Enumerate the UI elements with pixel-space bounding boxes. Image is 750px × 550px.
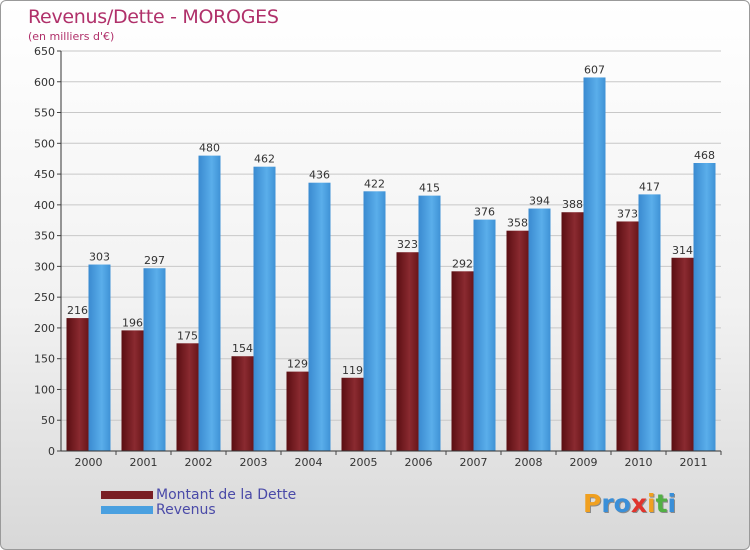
bar-dette [671,257,694,451]
x-tick-label: 2007 [460,456,488,469]
x-tick-label: 2011 [680,456,708,469]
bar-revenus [638,194,661,451]
logo-letter: i [647,489,656,518]
data-label-dette: 216 [67,304,88,317]
bar-dette [451,271,474,451]
y-tick-label: 650 [34,45,55,58]
bar-dette [341,377,364,451]
data-label-revenus: 303 [89,251,110,264]
data-label-revenus: 417 [639,180,660,193]
bar-dette [231,356,254,451]
bar-dette [66,318,89,451]
logo-letter: P [583,489,602,518]
legend-swatch-revenus [101,506,153,514]
y-tick-label: 150 [34,353,55,366]
data-label-dette: 323 [397,238,418,251]
labels-layer: 216 303 196 297 175 480 154 462 129 436 119 422 323 4… [67,63,715,376]
data-label-dette: 154 [232,342,253,355]
x-tick-label: 2002 [185,456,213,469]
data-label-dette: 119 [342,364,363,377]
legend-label-dette: Montant de la Dette [156,487,297,503]
logo-letter: o [613,489,631,518]
data-label-revenus: 480 [199,142,220,155]
data-label-revenus: 415 [419,182,440,195]
bar-dette [176,343,199,451]
bar-revenus [528,208,551,451]
y-tick-label: 450 [34,168,55,181]
chart-title: Revenus/Dette - MOROGES [28,6,279,28]
data-label-dette: 129 [287,358,308,371]
bar-revenus [143,268,166,451]
legend-swatch-dette [101,491,153,499]
y-tick-label: 100 [34,383,55,396]
y-tick-label: 250 [34,291,55,304]
bar-revenus [583,77,606,451]
bar-revenus [88,264,111,451]
bar-revenus [308,182,331,451]
data-label-dette: 175 [177,329,198,342]
x-tick-label: 2009 [570,456,598,469]
grid-layer [61,50,721,421]
bar-revenus [473,219,496,451]
logo-letter: r [601,489,614,518]
x-tick-label: 2003 [240,456,268,469]
y-tick-label: 600 [34,76,55,89]
bar-revenus [693,163,716,451]
x-tick-label: 2000 [75,456,103,469]
x-tick-label: 2010 [625,456,653,469]
data-label-revenus: 376 [474,206,495,219]
data-label-dette: 292 [452,257,473,270]
y-tick-label: 350 [34,230,55,243]
chart-subtitle: (en milliers d'€) [28,30,115,43]
data-label-revenus: 394 [529,195,550,208]
bar-dette [616,221,639,451]
x-tick-label: 2005 [350,456,378,469]
y-tick-label: 200 [34,322,55,335]
data-label-revenus: 462 [254,153,275,166]
bar-dette [561,212,584,451]
x-tick-label: 2004 [295,456,323,469]
bar-dette [286,371,309,451]
logo-letter: t [655,489,668,518]
x-tick-label: 2008 [515,456,543,469]
data-label-dette: 314 [672,244,693,257]
data-label-revenus: 607 [584,63,605,76]
logo-letter: i [667,489,677,518]
y-tick-label: 550 [34,107,55,120]
bar-revenus [253,166,276,451]
x-tick-label: 2006 [405,456,433,469]
y-tick-label: 500 [34,137,55,150]
bar-dette [506,230,529,451]
legend-label-revenus: Revenus [156,502,216,518]
data-label-revenus: 422 [364,177,385,190]
proxiti-logo: Proxiti [583,489,676,518]
y-tick-label: 50 [41,414,55,427]
data-label-revenus: 436 [309,169,330,182]
y-tick-label: 400 [34,199,55,212]
x-tick-label: 2001 [130,456,158,469]
bar-dette [396,252,419,451]
y-tick-label: 0 [48,445,55,458]
data-label-dette: 196 [122,316,143,329]
bar-revenus [363,191,386,452]
bar-revenus [198,155,221,451]
data-label-dette: 388 [562,198,583,211]
data-label-revenus: 297 [144,254,165,267]
bar-revenus [418,195,441,451]
data-label-revenus: 468 [694,149,715,162]
bars-layer [66,77,716,452]
axis-layer: 0 50 100 150 200 250 300 350 400 450 500 550 600 650 2… [34,45,722,469]
bar-dette [121,330,144,451]
data-label-dette: 358 [507,217,528,230]
y-tick-label: 300 [34,260,55,273]
data-label-dette: 373 [617,207,638,220]
logo-letter: x [630,489,647,518]
